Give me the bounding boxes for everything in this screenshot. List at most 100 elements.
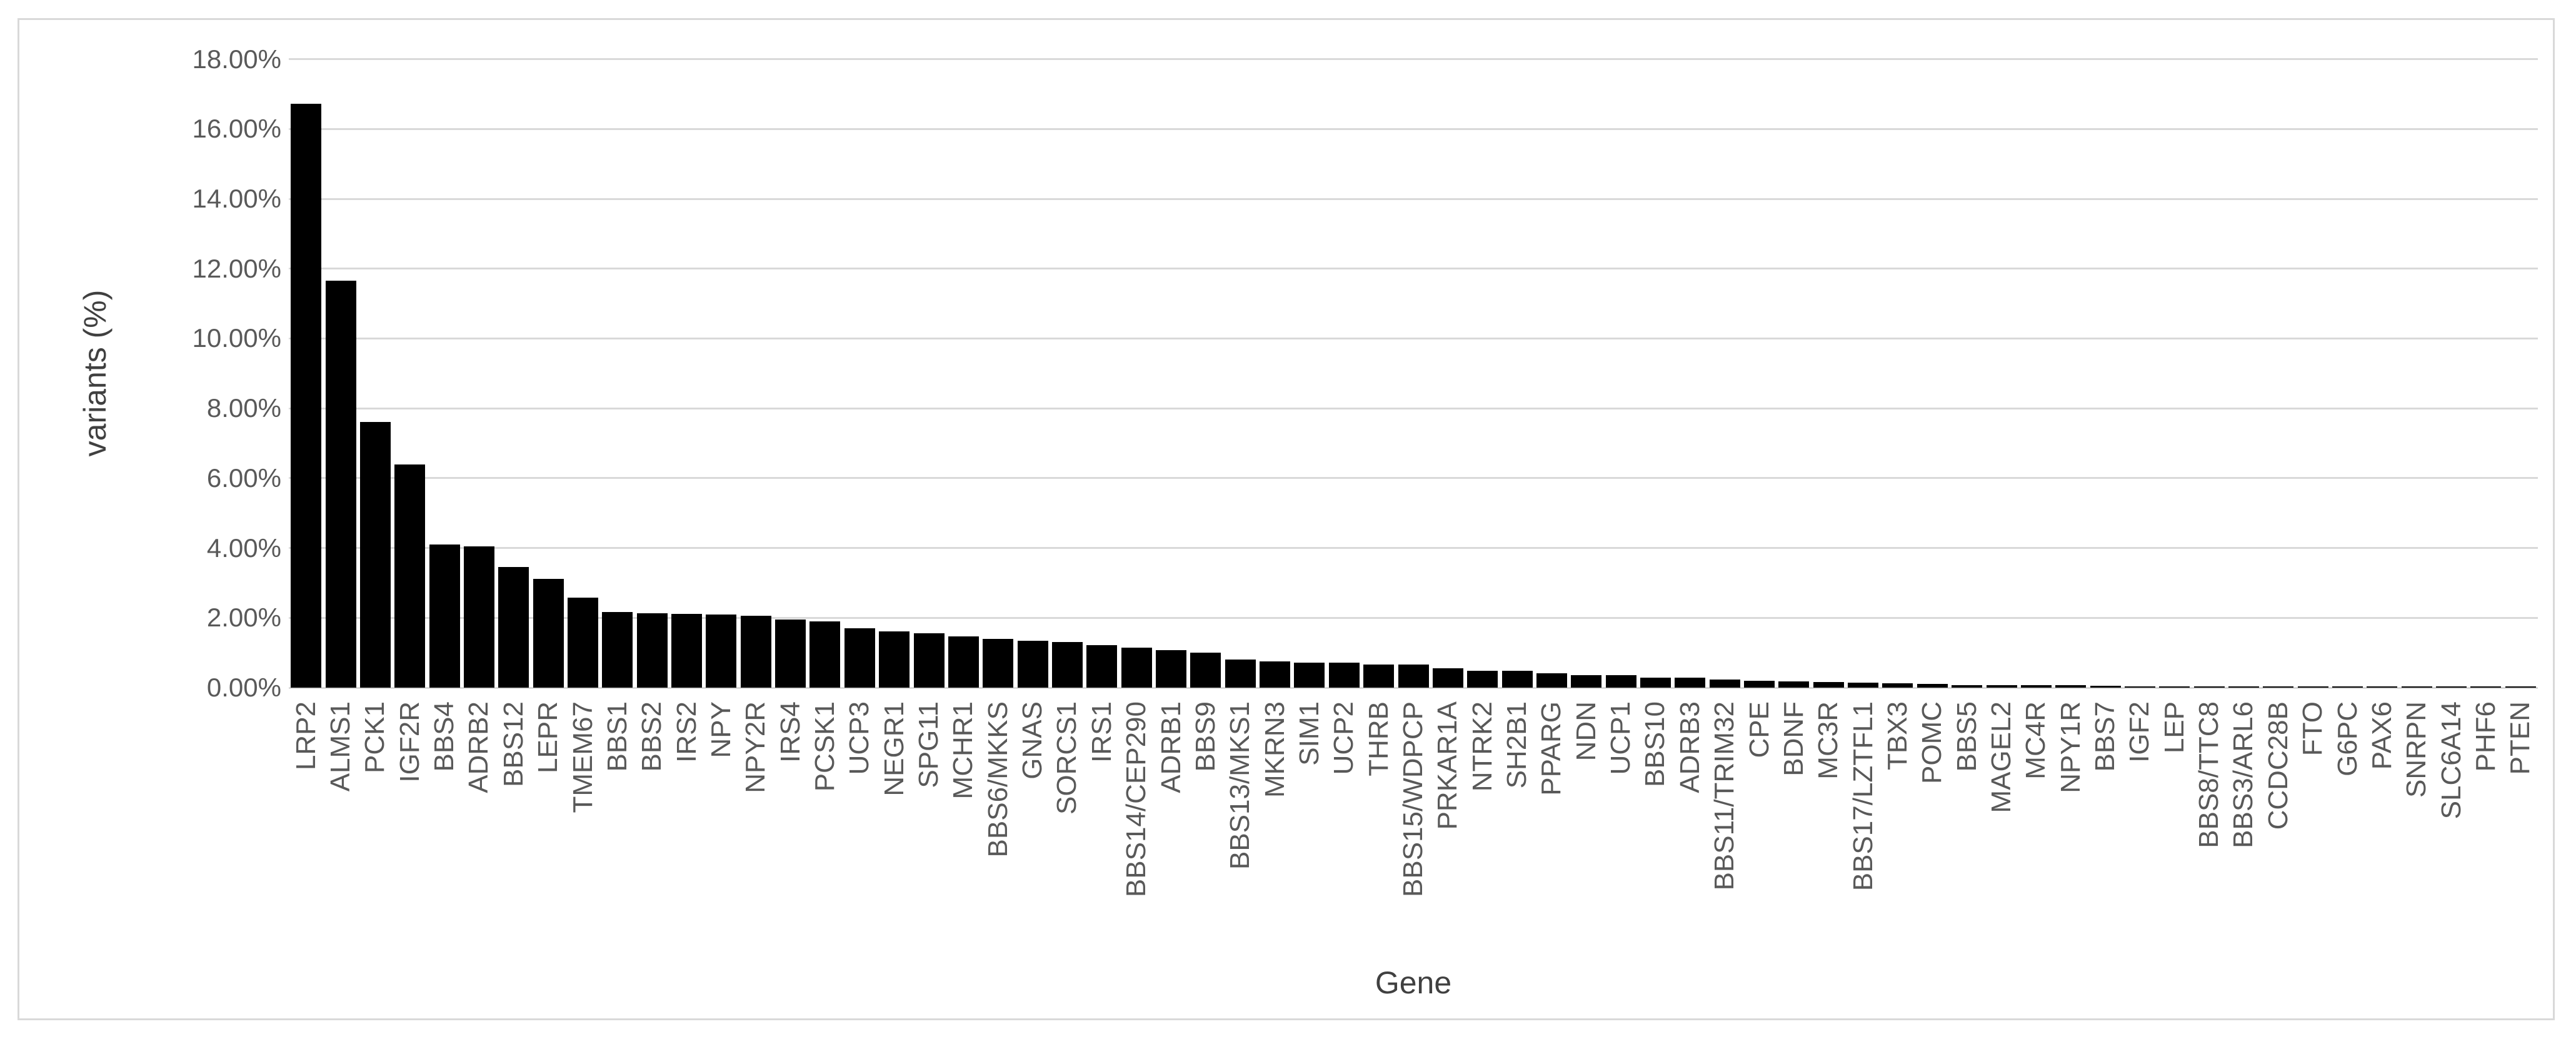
- x-tick-label: G6PC: [2332, 701, 2363, 776]
- bar: [2470, 686, 2502, 688]
- bar: [359, 421, 391, 688]
- bar: [1952, 685, 1983, 688]
- x-tick-label: BBS2: [636, 701, 668, 772]
- x-tick-label: IRS1: [1086, 701, 1117, 763]
- x-tick-label: BBS12: [498, 701, 529, 787]
- x-tick-label: IGF2: [2124, 701, 2155, 763]
- bar: [2055, 685, 2087, 688]
- y-axis-title: variants (%): [78, 289, 113, 457]
- bar: [1467, 670, 1498, 688]
- y-tick-label: 16.00%: [192, 114, 281, 144]
- bar: [1744, 681, 1775, 688]
- x-tick-label: FTO: [2297, 701, 2328, 756]
- x-tick-label: BBS6/MKKS: [982, 701, 1013, 858]
- bar: [879, 631, 910, 688]
- y-tick-label: 18.00%: [192, 44, 281, 74]
- bar: [2401, 686, 2432, 688]
- gridline: [289, 407, 2538, 409]
- bar: [1328, 662, 1360, 688]
- bar: [2228, 686, 2259, 688]
- bar: [809, 621, 841, 688]
- x-tick-label: NDN: [1570, 701, 1601, 761]
- bar: [325, 280, 356, 688]
- x-tick-label: SORCS1: [1051, 701, 1083, 815]
- x-tick-label: IRS2: [671, 701, 702, 763]
- bar: [394, 464, 426, 688]
- bar: [1813, 682, 1844, 688]
- x-tick-label: BBS5: [1951, 701, 1982, 772]
- bar: [568, 597, 598, 688]
- x-tick-label: MC4R: [2020, 701, 2052, 780]
- bar: [2159, 686, 2190, 688]
- bar: [2332, 686, 2363, 688]
- x-tick-label: BBS3/ARL6: [2228, 701, 2259, 848]
- gridline: [289, 477, 2538, 479]
- y-tick-label: 14.00%: [192, 184, 281, 214]
- x-tick-label: PHF6: [2470, 701, 2501, 772]
- x-tick-label: BBS13/MKS1: [1225, 701, 1256, 870]
- bar: [844, 628, 875, 688]
- x-tick-label: BDNF: [1778, 701, 1809, 776]
- x-tick-label: BBS9: [1190, 701, 1221, 772]
- bar: [1640, 677, 1671, 688]
- bar: [1225, 659, 1256, 688]
- x-tick-label: BBS17/LZTFL1: [1847, 701, 1878, 891]
- bar: [291, 103, 322, 688]
- bar: [602, 612, 633, 688]
- gridline: [289, 686, 2538, 689]
- bar: [533, 578, 564, 688]
- x-tick-label: ADRB2: [463, 701, 494, 793]
- x-tick-label: BBS4: [429, 701, 460, 772]
- x-tick-label: UCP2: [1328, 701, 1360, 775]
- x-tick-label: IGF2R: [394, 701, 425, 783]
- bar: [2367, 686, 2398, 688]
- x-tick-label: MAGEL2: [1986, 701, 2017, 813]
- x-tick-label: GNAS: [1017, 701, 1048, 780]
- x-tick-label: NPY1R: [2055, 701, 2086, 793]
- y-tick-label: 10.00%: [192, 323, 281, 353]
- bar: [2020, 685, 2052, 688]
- y-tick-label: 12.00%: [192, 253, 281, 283]
- bar: [463, 546, 494, 688]
- x-tick-label: BBS11/TRIM32: [1709, 701, 1740, 891]
- x-tick-label: LEPR: [533, 701, 564, 773]
- bar: [740, 615, 771, 688]
- bar: [1986, 685, 2017, 688]
- x-tick-label: PPARG: [1536, 701, 1567, 796]
- x-tick-label: BBS7: [2090, 701, 2121, 772]
- bar: [1778, 681, 1810, 688]
- bar: [2436, 686, 2467, 688]
- bar: [1848, 683, 1879, 688]
- x-tick-label: TBX3: [1882, 701, 1913, 771]
- bar: [1398, 664, 1429, 688]
- x-tick-label: UCP3: [844, 701, 875, 775]
- x-tick-label: PTEN: [2505, 701, 2536, 775]
- x-tick-label: ADRB3: [1674, 701, 1705, 793]
- bar: [1121, 647, 1152, 688]
- x-tick-label: LEP: [2158, 701, 2190, 754]
- x-tick-label: TMEM67: [567, 701, 598, 813]
- x-tick-label: ADRB1: [1155, 701, 1186, 793]
- bar: [775, 619, 806, 688]
- bar: [1536, 673, 1567, 688]
- y-tick-label: 8.00%: [206, 393, 281, 423]
- gridline: [289, 198, 2538, 200]
- bar: [2124, 686, 2155, 688]
- bar: [1432, 668, 1463, 688]
- x-tick-label: SH2B1: [1501, 701, 1533, 789]
- gridline: [289, 616, 2538, 619]
- bar: [1917, 684, 1948, 688]
- bar: [2090, 686, 2121, 688]
- x-tick-label: POMC: [1917, 701, 1948, 784]
- bar: [706, 615, 737, 688]
- y-tick-label: 6.00%: [206, 463, 281, 493]
- bar: [1605, 675, 1636, 688]
- bar: [2263, 686, 2294, 688]
- bar: [1709, 680, 1740, 688]
- bar: [1156, 650, 1187, 688]
- x-tick-label: IRS4: [774, 701, 806, 763]
- x-tick-label: PRKAR1A: [1432, 701, 1463, 830]
- bar: [636, 613, 668, 688]
- x-tick-label: CCDC28B: [2262, 701, 2293, 830]
- bar: [1017, 641, 1048, 688]
